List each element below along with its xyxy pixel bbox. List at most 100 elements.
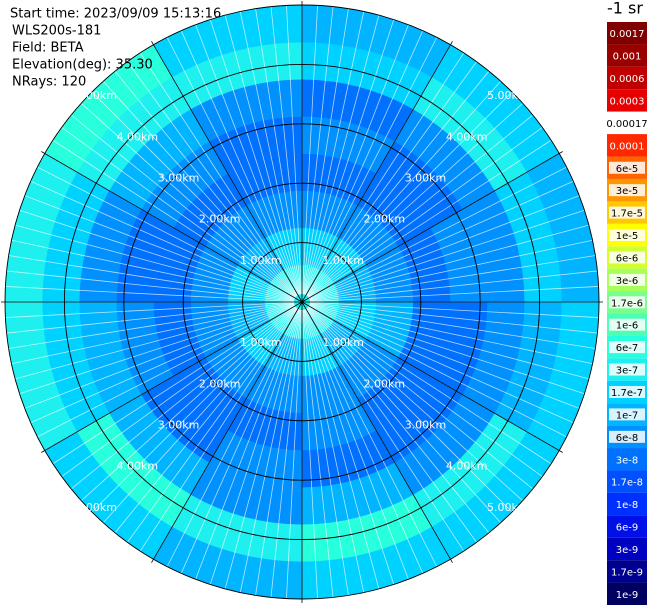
range-label: 2.00km (364, 377, 406, 390)
range-label: 1.00km (322, 254, 364, 267)
ray-separator (127, 308, 298, 543)
ray-separator (309, 195, 580, 300)
ray-separator (195, 24, 300, 295)
colorbar-box (607, 560, 647, 583)
ray-separator (81, 102, 297, 297)
colorbar-box (607, 515, 647, 538)
colorbar-label: 1.7e-5 (611, 209, 643, 220)
colorbar-label-bg (609, 296, 645, 309)
ray-separator (5, 286, 295, 302)
range-label: 2.00km (199, 213, 241, 226)
colorbar-label: 1e-5 (616, 231, 639, 242)
ray-separator (306, 61, 477, 296)
ray-separator (195, 309, 300, 580)
ray-separator (309, 304, 580, 409)
ray-separator (304, 24, 409, 295)
colorbar-label: 0.0006 (610, 74, 645, 85)
colorbar-label: 3e-7 (616, 366, 639, 377)
ray-separator (308, 127, 543, 298)
ray-separator (286, 309, 302, 599)
colorbar-label-bg (609, 206, 645, 219)
range-label: 4.00km (117, 460, 159, 473)
ray-separator (8, 255, 295, 302)
ray-separator (309, 224, 589, 301)
ray-separator (24, 195, 295, 300)
ray-separator (307, 81, 502, 297)
colorbar-box (607, 22, 647, 45)
colorbar-label-bg (609, 251, 645, 264)
ray-separator (306, 308, 465, 552)
ray-separator (304, 309, 395, 585)
colorbar-label-bg (609, 184, 645, 197)
ray-separator (304, 19, 395, 295)
ray-separator (306, 52, 465, 296)
range-ring (242, 242, 362, 362)
colorbar-box (607, 470, 647, 493)
range-ring (123, 123, 481, 481)
colorbar-label-bg (609, 430, 645, 443)
range-label: 1.00km (240, 254, 282, 267)
ray-separator (302, 309, 349, 596)
ray-separator (309, 209, 585, 300)
colorbar-box (607, 89, 647, 112)
range-label: 1.00km (322, 336, 364, 349)
ray-separator (127, 61, 298, 296)
ray-separator (91, 91, 297, 297)
colorbar-label-bg (609, 229, 645, 242)
colorbar-label: 0.001 (613, 52, 642, 63)
ray-separator (303, 11, 365, 295)
ray-separator (286, 5, 302, 295)
ray-separator (52, 139, 296, 298)
ray-separator (309, 303, 593, 365)
range-ring (182, 182, 422, 422)
range-label: 4.00km (446, 130, 488, 143)
range-ring (4, 4, 600, 600)
colorbar-label: 1.7e-7 (611, 388, 643, 399)
ray-separator (309, 270, 598, 302)
ray-separator (308, 166, 567, 299)
range-label: 3.00km (405, 172, 447, 185)
header-line: Start time: 2023/09/09 15:13:16 (10, 7, 221, 22)
ray-separator (70, 306, 297, 490)
ray-separator (19, 304, 295, 395)
ray-separator (302, 6, 334, 295)
ray-separator (302, 309, 318, 599)
ray-separator (37, 305, 296, 438)
range-label: 2.00km (199, 377, 241, 390)
ray-separator (302, 309, 334, 598)
ray-separator (306, 308, 477, 543)
spoke (301, 151, 563, 303)
ray-separator (11, 303, 295, 365)
ray-separator (309, 304, 574, 424)
ray-separator (307, 91, 513, 297)
range-label: 4.00km (117, 130, 159, 143)
colorbar-label: 1e-6 (616, 321, 639, 332)
ray-separator (306, 307, 490, 534)
ray-separator (91, 307, 297, 513)
ray-separator (303, 15, 380, 295)
ray-separator (306, 70, 490, 297)
spoke (301, 301, 563, 453)
ray-separator (102, 81, 297, 297)
colorbar-box (607, 582, 647, 605)
ray-separator (309, 302, 599, 318)
ray-separator (309, 255, 596, 302)
ray-separator (309, 302, 598, 334)
colorbar-label: 6e-8 (616, 433, 639, 444)
colorbar-label: 1.7e-9 (611, 567, 643, 578)
colorbar-label-bg (609, 408, 645, 421)
range-label: 5.00km (75, 89, 117, 102)
ray-separator (302, 8, 349, 295)
ray-separator (224, 15, 301, 295)
colorbar-box (607, 134, 647, 157)
colorbar-label: 6e-5 (616, 164, 639, 175)
ray-separator (30, 304, 295, 424)
ray-separator (61, 127, 296, 298)
ray-separator (239, 11, 301, 295)
colorbar-label: 3e-8 (616, 455, 639, 466)
ray-separator (270, 6, 302, 295)
range-label: 3.00km (158, 172, 200, 185)
ray-separator (309, 286, 599, 302)
ray-separator (5, 302, 295, 318)
ray-separator (224, 309, 301, 589)
